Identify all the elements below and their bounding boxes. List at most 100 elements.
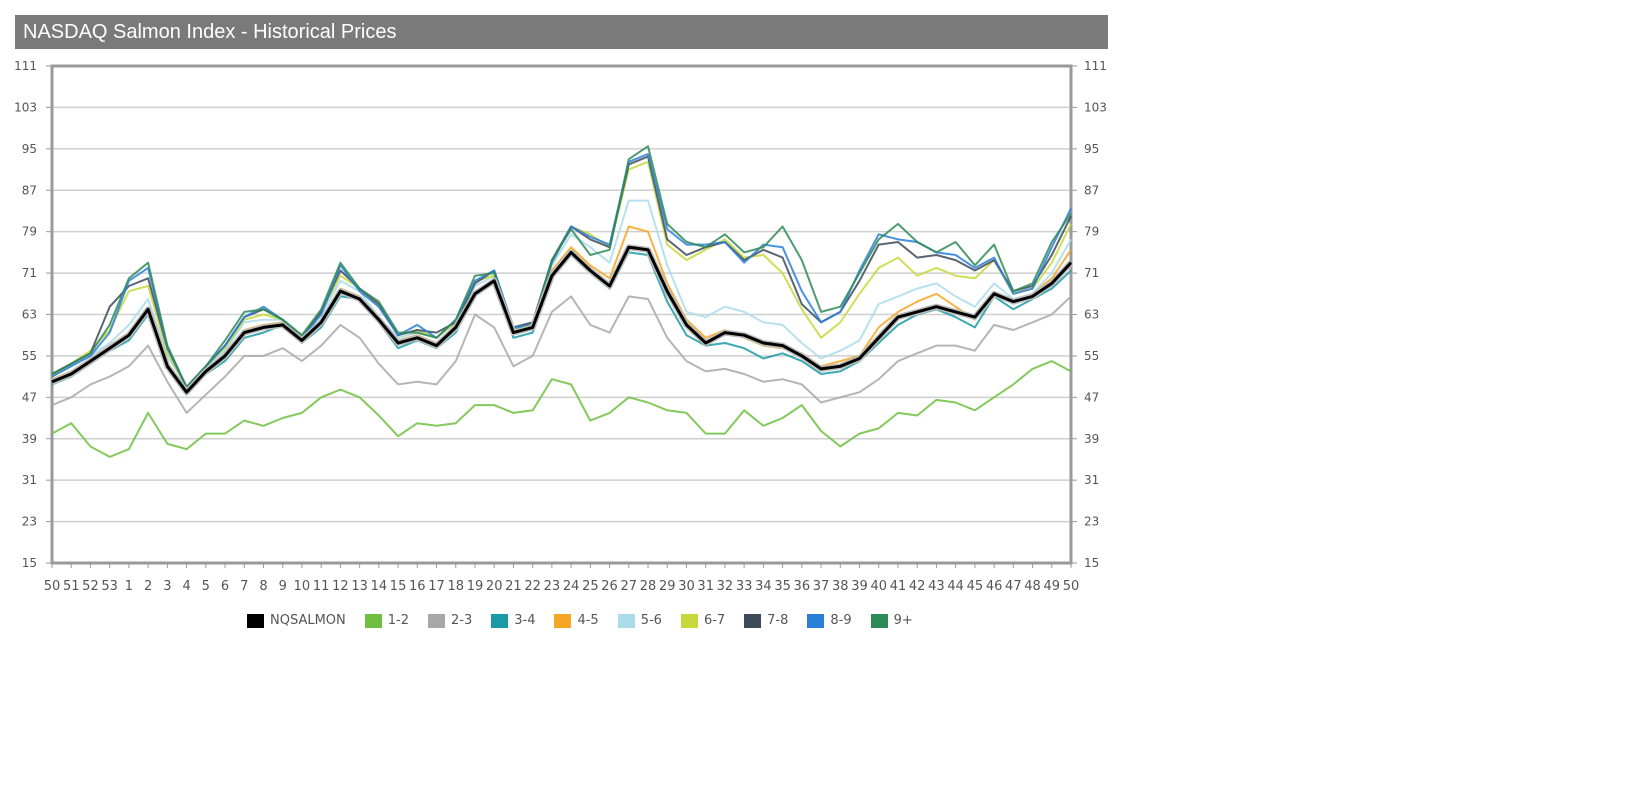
series-9- [51,145,1072,388]
x-tick-label: 47 [1005,579,1022,594]
legend-swatch [870,613,888,628]
legend-item-3-4[interactable]: 3-4 [491,613,535,628]
x-tick-label: 16 [409,579,426,594]
legend-swatch [744,613,762,628]
y-tick-label-right: 111 [1084,59,1107,73]
y-tick-label-right: 47 [1084,390,1099,404]
legend-label: 9+ [893,613,913,628]
y-tick-label: 47 [22,390,37,404]
x-tick-label: 35 [774,579,791,594]
legend-item-6-7[interactable]: 6-7 [680,613,726,628]
x-tick-label: 27 [621,579,638,594]
legend-label: NQSALMON [270,613,346,628]
legend-item-2-3[interactable]: 2-3 [428,613,472,628]
x-tick-label: 31 [697,579,714,594]
legend-swatch [364,613,382,628]
chart-title: NASDAQ Salmon Index - Historical Prices [15,15,1108,49]
x-tick-label: 34 [755,579,772,594]
x-tick-label: 53 [101,579,118,594]
legend-label: 1-2 [387,613,409,628]
series-nqsalmon [50,244,1074,396]
y-tick-label: 71 [22,266,37,280]
x-tick-label: 36 [794,579,811,594]
y-tick-label: 55 [22,349,37,363]
x-tick-label: 11 [313,579,330,594]
axes [46,64,1077,568]
x-tick-label: 2 [144,579,152,594]
legend-item-7-8[interactable]: 7-8 [744,613,788,628]
series-line [51,199,1072,388]
x-tick-label: 29 [659,579,676,594]
x-tick-label: 22 [524,579,541,594]
x-tick-label: 44 [947,579,964,594]
y-tick-label-right: 87 [1084,183,1099,197]
x-tick-label: 37 [813,579,830,594]
x-tick-label: 18 [447,579,464,594]
x-tick-label: 49 [1044,579,1061,594]
x-tick-label: 40 [870,579,887,594]
y-tick-label-right: 39 [1084,432,1099,446]
legend-label: 2-3 [451,613,473,628]
x-tick-label: 50 [1063,579,1080,594]
x-tick-label: 21 [505,579,522,594]
legend-item-4-5[interactable]: 4-5 [554,613,599,628]
x-tick-label: 13 [351,579,368,594]
series-line [51,145,1072,388]
x-tick-label: 15 [390,579,407,594]
series-line [51,360,1072,458]
y-tick-label-right: 79 [1084,225,1099,239]
y-tick-label: 63 [22,308,37,322]
series-5-6 [51,199,1072,388]
x-tick-label: 52 [82,579,99,594]
legend-swatch [247,613,264,628]
y-tick-label-right: 63 [1084,308,1099,322]
x-tick-label: 32 [717,579,734,594]
y-tick-label-right: 103 [1084,100,1107,114]
x-tick-label: 39 [851,579,868,594]
x-tick-label: 4 [182,579,190,594]
legend-item-nqsalmon[interactable]: NQSALMON [247,613,346,628]
series-1-2 [51,360,1072,458]
legend-item-1-2[interactable]: 1-2 [364,613,409,628]
legend-label: 6-7 [703,613,726,628]
x-tick-label: 30 [678,579,695,594]
x-tick-label: 24 [563,579,580,594]
x-tick-label: 3 [163,579,171,594]
legend-swatch [617,613,635,628]
x-tick-label: 1 [125,579,133,594]
y-tick-label: 95 [22,142,37,156]
y-tick-label: 23 [22,515,37,529]
x-tick-label: 43 [928,579,945,594]
legend-item-8-9[interactable]: 8-9 [807,613,852,628]
legend-label: 5-6 [640,613,662,628]
x-tick-label: 46 [986,579,1003,594]
x-tick-label: 28 [640,579,657,594]
y-tick-label-right: 23 [1084,515,1099,529]
x-tick-label: 9 [279,579,287,594]
x-tick-label: 6 [221,579,229,594]
y-tick-label-right: 15 [1084,556,1099,570]
y-tick-label: 31 [22,473,37,487]
x-tick-label: 14 [371,579,388,594]
y-tick-label: 79 [22,225,37,239]
y-tick-label-right: 31 [1084,473,1099,487]
series-line [51,245,1073,394]
legend-item-5-6[interactable]: 5-6 [617,613,662,628]
y-tick-label: 111 [14,59,37,73]
series-lines [50,145,1074,458]
x-tick-label: 25 [582,579,599,594]
x-tick-label: 41 [890,579,907,594]
y-tick-label: 15 [22,556,37,570]
legend-label: 3-4 [514,613,536,628]
x-tick-label: 19 [467,579,484,594]
x-tick-label: 38 [832,579,849,594]
series-2-3 [51,295,1072,414]
legend-item-9-[interactable]: 9+ [870,613,913,628]
legend-label: 8-9 [830,613,852,628]
legend-swatch [428,613,445,628]
x-tick-label: 17 [428,579,445,594]
y-tick-label: 39 [22,432,37,446]
y-tick-label: 103 [14,100,37,114]
